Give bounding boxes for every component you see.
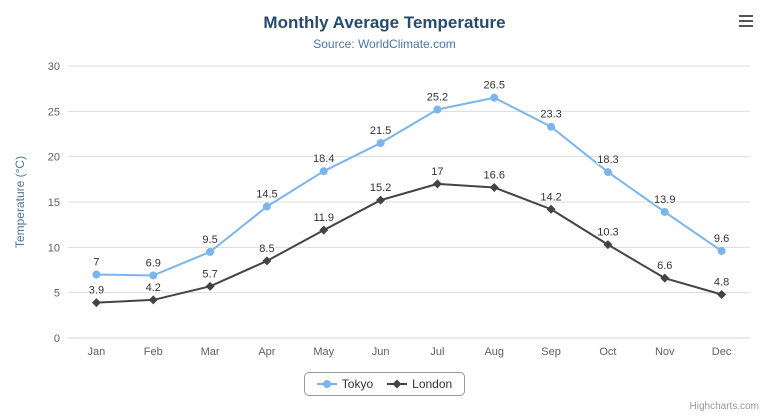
data-point-tokyo[interactable] [603, 168, 612, 177]
data-point-london[interactable] [148, 295, 158, 305]
chart-subtitle: Source: WorldClimate.com [313, 37, 456, 51]
data-point-london[interactable] [432, 179, 442, 189]
x-tick-label: Nov [655, 346, 675, 358]
y-tick-label: 10 [48, 242, 60, 254]
x-tick-label: May [313, 346, 334, 358]
y-tick-label: 30 [48, 61, 60, 73]
y-tick-label: 5 [54, 288, 60, 300]
data-label: 25.2 [427, 92, 448, 104]
x-tick-label: Jul [430, 346, 444, 358]
data-label: 18.4 [313, 153, 334, 165]
series-line-tokyo [96, 96, 723, 277]
data-point-tokyo[interactable] [376, 139, 385, 148]
data-label: 15.2 [370, 182, 391, 194]
data-point-tokyo[interactable] [206, 247, 215, 256]
data-point-london[interactable] [717, 289, 727, 299]
legend-label: Tokyo [341, 377, 374, 391]
y-tick-label: 15 [48, 197, 60, 209]
data-label: 7 [93, 257, 99, 269]
data-label: 16.6 [484, 169, 505, 181]
data-point-london[interactable] [660, 273, 670, 283]
data-point-tokyo[interactable] [319, 167, 328, 176]
credits-link[interactable]: Highcharts.com [689, 401, 759, 412]
x-tick-label: Dec [712, 346, 732, 358]
data-point-tokyo[interactable] [717, 246, 726, 255]
data-point-london[interactable] [603, 240, 613, 250]
hamburger-bar [739, 25, 753, 27]
data-point-tokyo[interactable] [433, 105, 442, 114]
data-label: 14.5 [256, 189, 277, 201]
x-tick-label: Aug [484, 346, 504, 358]
data-label: 23.3 [540, 109, 561, 121]
x-tick-label: Feb [144, 346, 163, 358]
legend-label: London [412, 377, 453, 391]
data-label: 14.2 [540, 191, 561, 203]
hamburger-bar [739, 15, 753, 17]
legend-box: Tokyo London [303, 372, 466, 396]
hamburger-bar [739, 20, 753, 22]
chart-title: Monthly Average Temperature [263, 13, 506, 32]
data-point-london[interactable] [91, 298, 101, 308]
x-tick-label: Mar [201, 346, 220, 358]
data-point-tokyo[interactable] [262, 202, 271, 211]
data-label: 11.9 [313, 212, 334, 224]
data-label: 18.3 [597, 154, 618, 166]
x-tick-label: Oct [599, 346, 616, 358]
data-label: 17 [431, 166, 443, 178]
data-point-tokyo[interactable] [547, 122, 556, 131]
data-point-london[interactable] [376, 195, 386, 205]
data-label: 4.2 [146, 282, 161, 294]
data-label: 4.8 [714, 276, 729, 288]
legend-item-tokyo[interactable]: Tokyo [316, 377, 374, 391]
data-label: 26.5 [484, 80, 505, 92]
data-label: 10.3 [597, 227, 618, 239]
series-line-london [96, 182, 722, 304]
data-point-london[interactable] [489, 182, 499, 192]
legend-item-london[interactable]: London [387, 377, 452, 391]
data-label: 6.9 [146, 257, 161, 269]
data-point-tokyo[interactable] [660, 207, 669, 216]
x-tick-label: Sep [541, 346, 561, 358]
data-label: 5.7 [202, 268, 217, 280]
y-tick-label: 0 [54, 333, 60, 345]
data-point-tokyo[interactable] [149, 271, 158, 280]
x-tick-label: Jan [88, 346, 106, 358]
data-label: 9.6 [714, 233, 729, 245]
diamond-marker-icon [387, 379, 408, 389]
data-point-london[interactable] [319, 225, 329, 235]
data-label: 8.5 [259, 243, 274, 255]
data-point-tokyo[interactable] [490, 93, 499, 102]
y-axis-title: Temperature (°C) [13, 156, 27, 248]
data-point-tokyo[interactable] [92, 270, 101, 279]
data-label: 9.5 [202, 234, 217, 246]
x-tick-label: Apr [258, 346, 275, 358]
data-point-london[interactable] [546, 204, 556, 214]
circle-marker-icon [316, 380, 337, 388]
context-menu-icon[interactable] [739, 15, 753, 27]
x-tick-label: Jun [372, 346, 390, 358]
data-point-london[interactable] [205, 281, 215, 291]
data-label: 13.9 [654, 194, 675, 206]
data-point-london[interactable] [262, 256, 272, 266]
data-label: 6.6 [657, 260, 672, 272]
legend: Tokyo London [0, 372, 769, 396]
data-label: 21.5 [370, 125, 391, 137]
data-label: 3.9 [89, 285, 104, 297]
y-tick-label: 25 [48, 106, 60, 118]
y-tick-label: 20 [48, 152, 60, 164]
